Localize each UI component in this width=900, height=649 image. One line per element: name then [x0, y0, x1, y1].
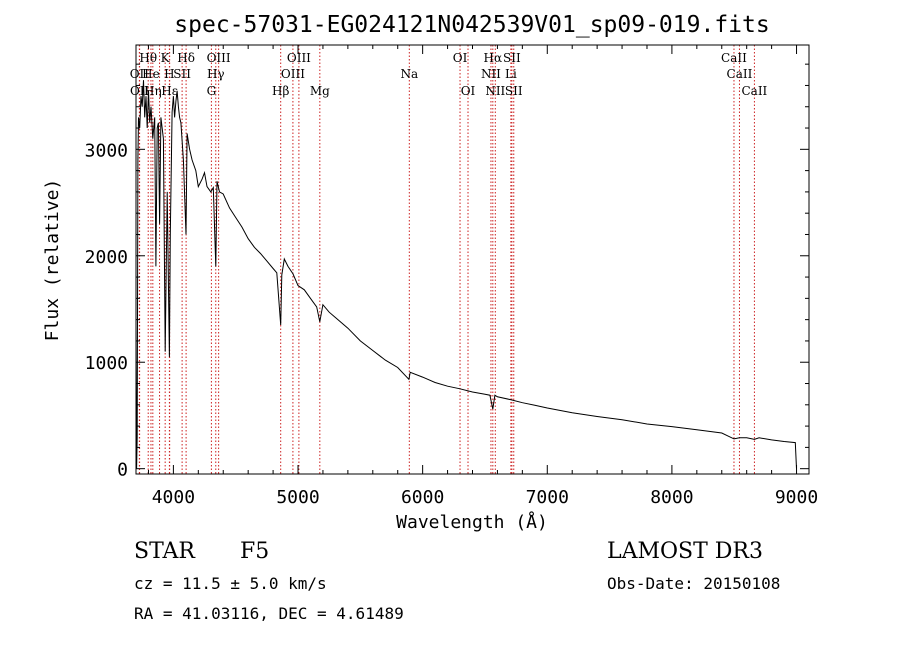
- line-label-lines-row3-5: Mg: [310, 84, 330, 98]
- line-label-lines-row2-3: SII: [173, 67, 191, 81]
- y-tick-label-1000: 1000: [85, 353, 128, 374]
- survey-name: LAMOST DR3: [607, 539, 763, 564]
- line-label-lines-row1-3: OIII: [207, 51, 231, 65]
- line-label-lines-row1-5: OI: [453, 51, 468, 65]
- line-label-lines-row2-4: Hγ: [207, 67, 225, 81]
- line-label-lines-row2-0: OII: [130, 67, 150, 81]
- line-label-lines-row1-1: K: [161, 51, 171, 65]
- spectrum-line: [135, 80, 797, 469]
- y-axis-label: Flux (relative): [42, 179, 63, 342]
- line-label-lines-row3-2: Hε: [161, 84, 178, 98]
- observation-date: Obs-Date: 20150108: [607, 574, 781, 593]
- y-axis-ticks: 0 1000 2000 3000: [85, 63, 809, 481]
- y-tick-label-2000: 2000: [85, 247, 128, 268]
- x-tick-label-4000: 4000: [152, 487, 195, 508]
- x-tick-label-8000: 8000: [650, 487, 693, 508]
- emission-line-markers: [138, 45, 755, 474]
- line-label-lines-row1-7: SII: [503, 51, 521, 65]
- line-label-lines-row1-6: Hα: [484, 51, 503, 65]
- x-axis-ticks: 4000 5000 6000 7000 8000 9000: [147, 45, 818, 508]
- line-label-lines-row2-7: NII: [481, 67, 501, 81]
- line-label-lines-row3-9: CaII: [741, 84, 767, 98]
- chart-title: spec-57031-EG024121N042539V01_sp09-019.f…: [174, 12, 769, 38]
- line-label-lines-row3-1: Hη: [144, 84, 162, 98]
- plot-frame: [135, 44, 810, 475]
- line-label-lines-row3-3: G: [207, 84, 217, 98]
- line-label-lines-row3-4: Hβ: [272, 84, 289, 98]
- object-class: STAR: [134, 539, 195, 564]
- line-label-lines-row2-1: He: [142, 67, 160, 81]
- spectrum-chart: spec-57031-EG024121N042539V01_sp09-019.f…: [42, 12, 818, 533]
- line-label-lines-row3-8: SII: [505, 84, 523, 98]
- line-label-lines-row1-4: OIII: [287, 51, 311, 65]
- y-tick-label-0: 0: [117, 460, 128, 481]
- x-tick-label-7000: 7000: [526, 487, 569, 508]
- x-axis-label: Wavelength (Å): [396, 511, 548, 533]
- x-tick-label-5000: 5000: [276, 487, 319, 508]
- line-label-lines-row1-8: CaII: [721, 51, 747, 65]
- line-label-lines-row1-2: Hδ: [177, 51, 195, 65]
- object-subclass: F5: [240, 539, 270, 564]
- line-label-lines-row2-9: CaII: [727, 67, 753, 81]
- line-label-lines-row2-5: OIII: [281, 67, 305, 81]
- line-label-lines-row3-7: NII: [485, 84, 505, 98]
- x-tick-label-6000: 6000: [401, 487, 444, 508]
- y-tick-label-3000: 3000: [85, 140, 128, 161]
- line-label-lines-row3-6: OI: [461, 84, 476, 98]
- x-tick-label-9000: 9000: [775, 487, 818, 508]
- line-label-lines-row2-8: Li: [505, 67, 517, 81]
- line-label-lines-row1-0: Hθ: [139, 51, 157, 65]
- redshift-velocity: cz = 11.5 ± 5.0 km/s: [134, 574, 327, 593]
- line-label-lines-row2-6: Na: [400, 67, 418, 81]
- ra-dec-coordinates: RA = 41.03116, DEC = 4.61489: [134, 604, 404, 623]
- line-label-lines-row3-0: OII: [130, 84, 150, 98]
- line-label-lines-row2-2: H: [164, 67, 174, 81]
